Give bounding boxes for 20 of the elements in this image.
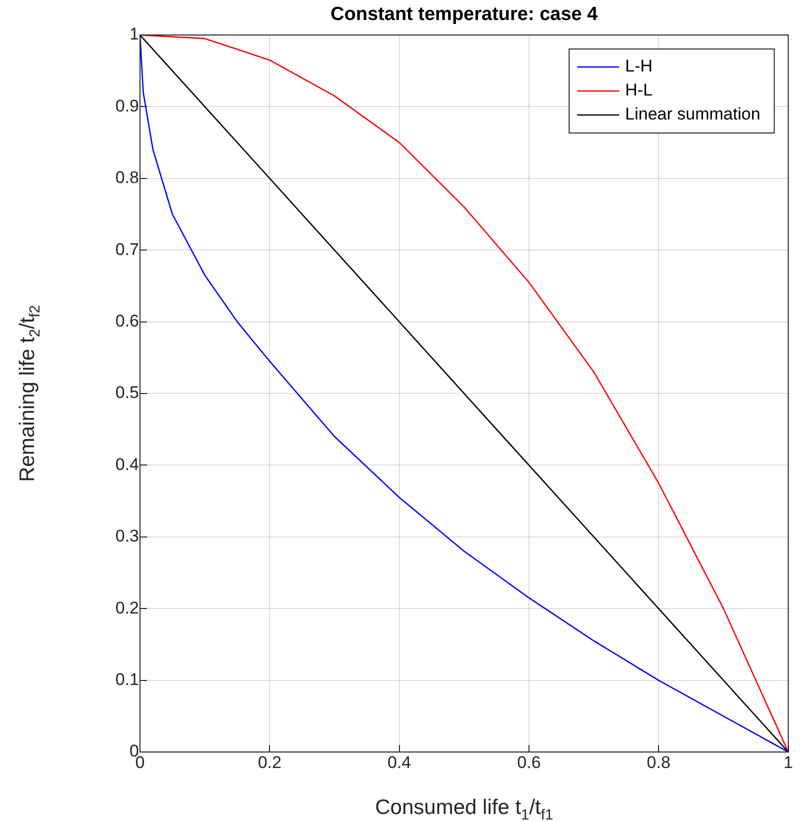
legend-label: L-H: [625, 56, 653, 76]
legend-label: H-L: [625, 80, 653, 100]
y-axis-title: Remaining life t2/tf2: [16, 305, 44, 482]
y-tick-label: 0.4: [115, 454, 139, 474]
y-tick-label: 0.2: [115, 598, 139, 618]
x-tick-label: 0.2: [258, 752, 282, 772]
y-tick-label: 0.7: [115, 240, 139, 259]
y-tick-label: 0.9: [115, 96, 139, 116]
y-tick-label: 0.3: [115, 526, 139, 546]
y-tick-label: 0.6: [115, 311, 139, 330]
y-tick-label: 1: [130, 24, 139, 44]
y-tick-label: 0.1: [115, 670, 139, 689]
y-tick-label: 0.8: [115, 168, 139, 188]
x-tick-label: 1: [784, 752, 794, 772]
x-tick-label: 0.6: [517, 752, 541, 772]
chart-title: Constant temperature: case 4: [330, 4, 598, 26]
x-tick-label: 0.8: [646, 752, 670, 772]
y-tick-label: 0.5: [115, 383, 139, 402]
legend-label: Linear summation: [625, 104, 760, 124]
x-tick-label: 0.4: [387, 752, 412, 772]
